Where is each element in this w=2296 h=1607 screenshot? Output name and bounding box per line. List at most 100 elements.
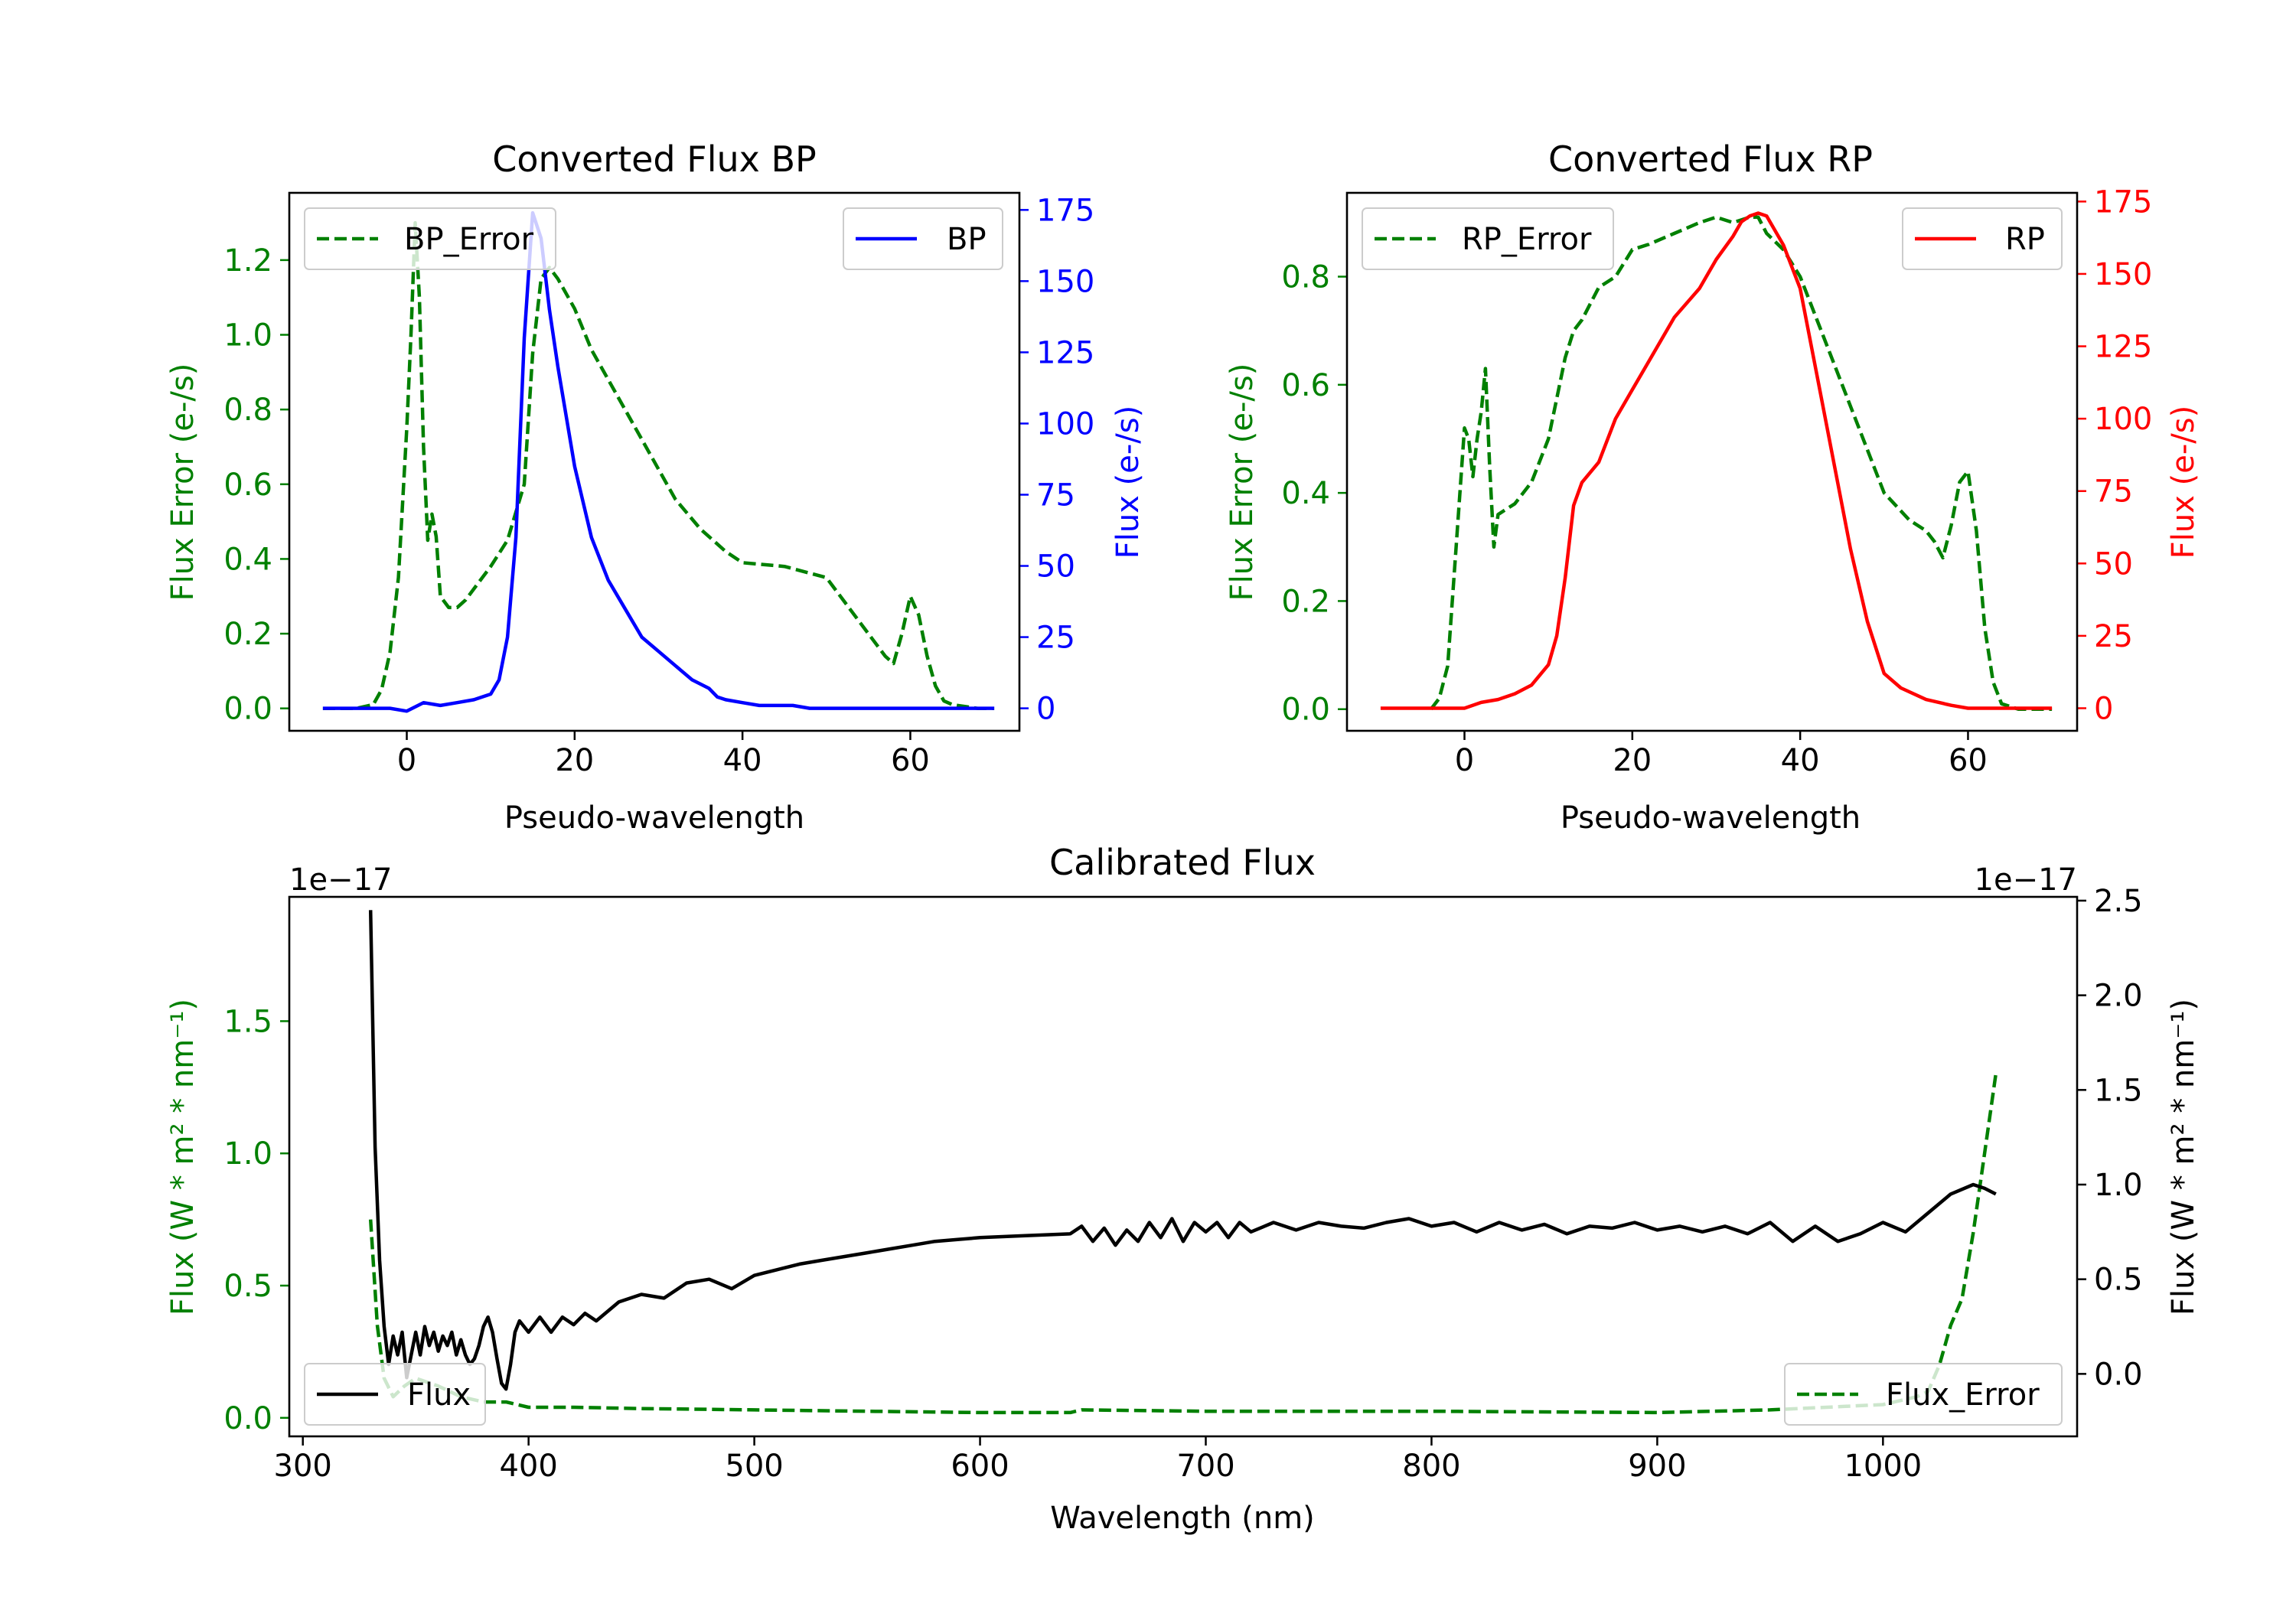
calibrated-right-offset-label: 1e−17 xyxy=(1975,862,2077,898)
cal-right-y-tick-label: 2.0 xyxy=(2094,979,2143,1014)
cal-x-tick-label: 1000 xyxy=(1844,1449,1922,1484)
bp-right-y-tick-label: 75 xyxy=(1036,478,1075,513)
rp-right-y-tick-label: 50 xyxy=(2094,546,2133,582)
rp-right-y-tick-label: 125 xyxy=(2094,330,2152,365)
calibrated-x-label: Wavelength (nm) xyxy=(1050,1501,1315,1536)
rp-right-y-tick-label: 25 xyxy=(2094,619,2133,654)
bp-right-y-tick-label: 0 xyxy=(1036,692,1055,727)
rp-legend-left: RP_Error xyxy=(1362,207,1614,270)
rp-axes-frame xyxy=(1345,191,2079,732)
calibrated-left-offset-label: 1e−17 xyxy=(289,862,392,898)
rp-right-y-tick-label: 0 xyxy=(2094,691,2113,726)
rp-plot-area: 0 20 40 60 0.0 0.2 0.4 0.6 0.8 0 25 50 75 100 125 150 17… xyxy=(1281,184,2152,778)
calibrated-plot-area: 300 400 500 600 700 800 900 1000 0.0 0.5 1.0 1.5 0.0… xyxy=(223,884,2142,1484)
bp-right-y-tick-label: 175 xyxy=(1036,193,1094,228)
rp-left-y-label: Flux Error (e-/s) xyxy=(1225,363,1260,601)
flux-error-legend-box xyxy=(1784,1363,2063,1426)
calibrated-axes-frame xyxy=(288,895,2079,1438)
bp-right-y-tick-label: 125 xyxy=(1036,335,1094,370)
bp-x-tick-label: 60 xyxy=(891,743,930,778)
cal-right-y-tick-label: 2.5 xyxy=(2094,884,2143,919)
rp-legend-left-box xyxy=(1362,207,1614,270)
bp-series-bp-line xyxy=(322,210,995,713)
bp-title: Converted Flux BP xyxy=(492,139,817,180)
bp-right-y-tick-label: 50 xyxy=(1036,549,1075,585)
rp-left-y-tick-label: 0.6 xyxy=(1281,368,1330,403)
bp-left-y-label: Flux Error (e-/s) xyxy=(165,363,201,601)
bp-legend-right: BP xyxy=(843,207,1003,270)
rp-legend-label: RP xyxy=(2005,222,2045,257)
bp-left-y-tick-label: 0.4 xyxy=(223,542,272,577)
cal-x-tick-label: 700 xyxy=(1176,1449,1234,1484)
cal-x-tick-label: 500 xyxy=(725,1449,783,1484)
cal-x-tick-label: 400 xyxy=(499,1449,557,1484)
rp-right-y-tick-label: 175 xyxy=(2094,184,2152,220)
bp-panel: Converted Flux BP Pseudo-wavelength Flux… xyxy=(165,139,1146,836)
bp-left-y-tick-label: 0.6 xyxy=(223,468,272,503)
cal-x-tick-label: 900 xyxy=(1628,1449,1686,1484)
rp-x-tick-label: 20 xyxy=(1613,743,1652,778)
bp-right-y-tick-label: 100 xyxy=(1036,406,1094,442)
bp-x-tick-label: 0 xyxy=(397,743,416,778)
flux-legend-box xyxy=(304,1363,486,1426)
calibrated-legend-right: Flux_Error xyxy=(1784,1363,2063,1426)
rp-series-rp-error-line xyxy=(1429,215,2053,711)
calibrated-panel: Calibrated Flux Wavelength (nm) Flux (W … xyxy=(165,842,2201,1536)
cal-left-y-tick-label: 1.0 xyxy=(223,1136,272,1172)
rp-x-label: Pseudo-wavelength xyxy=(1561,800,1861,836)
bp-x-label: Pseudo-wavelength xyxy=(504,800,804,836)
rp-series-rp-line xyxy=(1380,211,2053,710)
flux-error-legend-label: Flux_Error xyxy=(1886,1377,2040,1413)
rp-right-y-tick-label: 75 xyxy=(2094,474,2133,510)
rp-x-tick-label: 40 xyxy=(1781,743,1820,778)
rp-right-y-tick-label: 150 xyxy=(2094,257,2152,292)
cal-x-tick-label: 600 xyxy=(951,1449,1009,1484)
calibrated-legend-left: Flux xyxy=(304,1363,486,1426)
rp-left-y-tick-label: 0.0 xyxy=(1281,693,1330,728)
rp-x-tick-label: 60 xyxy=(1949,743,1988,778)
rp-left-y-tick-label: 0.2 xyxy=(1281,584,1330,619)
bp-left-y-tick-label: 1.2 xyxy=(223,243,272,279)
rp-left-y-tick-label: 0.4 xyxy=(1281,476,1330,511)
bp-left-y-tick-label: 0.0 xyxy=(223,692,272,727)
calibrated-right-y-label: Flux (W * m² * nm⁻¹) xyxy=(2166,999,2201,1315)
rp-error-legend-label: RP_Error xyxy=(1462,222,1592,257)
rp-right-y-label: Flux (e-/s) xyxy=(2166,406,2201,559)
calibrated-title: Calibrated Flux xyxy=(1049,842,1316,883)
bp-legend-right-box xyxy=(843,207,1003,270)
cal-series-flux-line xyxy=(368,910,1997,1391)
bp-x-tick-label: 40 xyxy=(723,743,762,778)
bp-left-y-tick-label: 0.8 xyxy=(223,393,272,428)
bp-x-tick-label: 20 xyxy=(555,743,594,778)
bp-legend-left: BP_Error xyxy=(304,207,556,270)
rp-left-y-tick-label: 0.8 xyxy=(1281,260,1330,295)
bp-left-y-tick-label: 1.0 xyxy=(223,318,272,354)
rp-legend-right-box xyxy=(1902,207,2063,270)
cal-left-y-tick-label: 1.5 xyxy=(223,1004,272,1039)
bp-error-legend-label: BP_Error xyxy=(404,222,534,257)
rp-x-tick-label: 0 xyxy=(1455,743,1474,778)
bp-legend-left-box xyxy=(304,207,556,270)
rp-panel: Converted Flux RP Pseudo-wavelength Flux… xyxy=(1225,139,2201,836)
rp-title: Converted Flux RP xyxy=(1548,139,1873,180)
calibrated-left-y-label: Flux (W * m² * nm⁻¹) xyxy=(165,999,201,1315)
cal-right-y-tick-label: 0.0 xyxy=(2094,1357,2143,1392)
bp-axes-frame xyxy=(288,191,1021,732)
bp-legend-label: BP xyxy=(947,222,987,257)
bp-right-y-label: Flux (e-/s) xyxy=(1110,406,1146,559)
cal-right-y-tick-label: 1.5 xyxy=(2094,1073,2143,1108)
cal-right-y-tick-label: 1.0 xyxy=(2094,1168,2143,1203)
flux-legend-label: Flux xyxy=(407,1377,471,1413)
cal-right-y-tick-label: 0.5 xyxy=(2094,1263,2143,1298)
bp-plot-area: 0 20 40 60 0.0 0.2 0.4 0.6 0.8 1.0 1.2 0 25 50 75 100 12… xyxy=(223,193,1094,778)
cal-series-flux-error-line xyxy=(368,1074,1998,1415)
bp-right-y-tick-label: 150 xyxy=(1036,264,1094,299)
bp-right-y-tick-label: 25 xyxy=(1036,621,1075,656)
rp-right-y-tick-label: 100 xyxy=(2094,402,2152,437)
cal-left-y-tick-label: 0.0 xyxy=(223,1401,272,1436)
cal-x-tick-label: 800 xyxy=(1402,1449,1460,1484)
cal-x-tick-label: 300 xyxy=(274,1449,332,1484)
rp-legend-right: RP xyxy=(1902,207,2063,270)
bp-left-y-tick-label: 0.2 xyxy=(223,617,272,652)
